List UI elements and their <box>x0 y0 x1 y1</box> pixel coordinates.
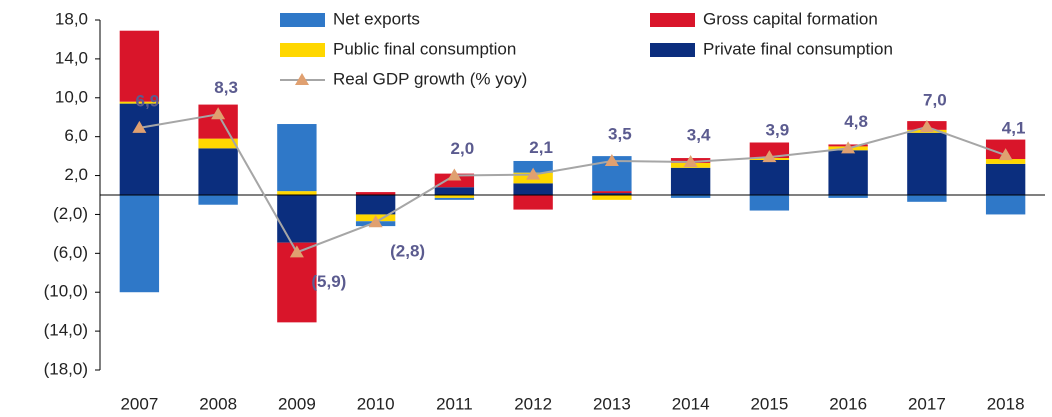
bar <box>277 191 317 195</box>
bar <box>670 167 711 195</box>
bar <box>907 195 947 202</box>
bar <box>119 30 160 102</box>
bar <box>198 138 238 149</box>
data-label: 4,1 <box>1002 119 1026 138</box>
bar <box>907 132 947 195</box>
legend-label: Private final consumption <box>703 39 893 58</box>
data-label: (2,8) <box>390 242 425 261</box>
data-label: 3,4 <box>687 125 711 144</box>
marker <box>447 168 462 181</box>
y-tick-label: 2,0 <box>64 165 88 184</box>
x-tick-label: 2016 <box>829 394 867 413</box>
x-tick-label: 2010 <box>357 394 395 413</box>
y-tick-label: (18,0) <box>44 359 88 378</box>
x-tick-label: 2012 <box>514 394 552 413</box>
data-label: 2,1 <box>529 138 553 157</box>
bar <box>434 187 475 195</box>
marker <box>132 120 147 133</box>
y-tick-label: (14,0) <box>44 321 88 340</box>
x-tick-label: 2008 <box>199 394 237 413</box>
marker <box>368 215 383 228</box>
legend-swatch <box>650 43 695 57</box>
bar <box>119 103 160 195</box>
line <box>139 113 1006 254</box>
bar <box>513 183 553 195</box>
legend-label: Gross capital formation <box>703 9 878 28</box>
data-label: 7,0 <box>923 90 947 109</box>
bar <box>198 195 238 205</box>
data-label: (5,9) <box>311 272 346 291</box>
bar <box>355 195 396 215</box>
bar <box>985 159 1026 164</box>
bar <box>355 192 396 195</box>
bar <box>592 191 632 194</box>
bar <box>592 195 632 200</box>
legend-label: Real GDP growth (% yoy) <box>333 69 527 88</box>
legend-label: Public final consumption <box>333 39 516 58</box>
x-tick-label: 2013 <box>593 394 631 413</box>
marker <box>762 150 777 163</box>
x-tick-label: 2018 <box>987 394 1025 413</box>
bar <box>277 195 317 243</box>
marker <box>683 154 698 167</box>
legend-label: Net exports <box>333 9 420 28</box>
bar <box>670 195 711 198</box>
legend-swatch <box>650 13 695 27</box>
x-tick-label: 2009 <box>278 394 316 413</box>
data-label: 8,3 <box>214 78 238 97</box>
data-label: 3,9 <box>766 121 790 140</box>
marker <box>998 148 1013 161</box>
bar <box>985 195 1026 215</box>
marker <box>211 107 226 120</box>
bar <box>434 197 475 200</box>
bar <box>828 195 868 198</box>
x-tick-label: 2014 <box>672 394 710 413</box>
bar <box>513 195 553 210</box>
legend-swatch <box>280 43 325 57</box>
bar <box>749 195 790 211</box>
marker <box>841 141 856 154</box>
y-tick-label: 18,0 <box>55 9 88 28</box>
bar <box>985 163 1026 195</box>
bar <box>434 195 475 198</box>
bar <box>749 160 790 195</box>
x-tick-label: 2011 <box>436 394 473 413</box>
data-label: 6,9 <box>136 91 160 110</box>
y-tick-label: (2,0) <box>53 204 88 223</box>
marker <box>919 119 934 132</box>
y-tick-label: (10,0) <box>44 282 88 301</box>
y-tick-label: (6,0) <box>53 243 88 262</box>
y-tick-label: 10,0 <box>55 87 88 106</box>
bar <box>592 193 632 195</box>
bar <box>828 150 868 195</box>
bar <box>119 101 160 104</box>
bar <box>198 148 238 195</box>
marker <box>289 245 304 258</box>
bar <box>119 195 160 293</box>
legend-marker <box>295 73 309 85</box>
marker <box>526 167 541 180</box>
bar <box>277 124 317 192</box>
x-tick-label: 2015 <box>750 394 788 413</box>
data-label: 3,5 <box>608 124 632 143</box>
bar <box>513 160 553 173</box>
data-label: 4,8 <box>844 112 868 131</box>
marker <box>604 153 619 166</box>
legend-swatch <box>280 13 325 27</box>
y-tick-label: 14,0 <box>55 48 88 67</box>
x-tick-label: 2017 <box>908 394 946 413</box>
y-tick-label: 6,0 <box>64 126 88 145</box>
data-label: 2,0 <box>451 139 475 158</box>
x-tick-label: 2007 <box>120 394 158 413</box>
